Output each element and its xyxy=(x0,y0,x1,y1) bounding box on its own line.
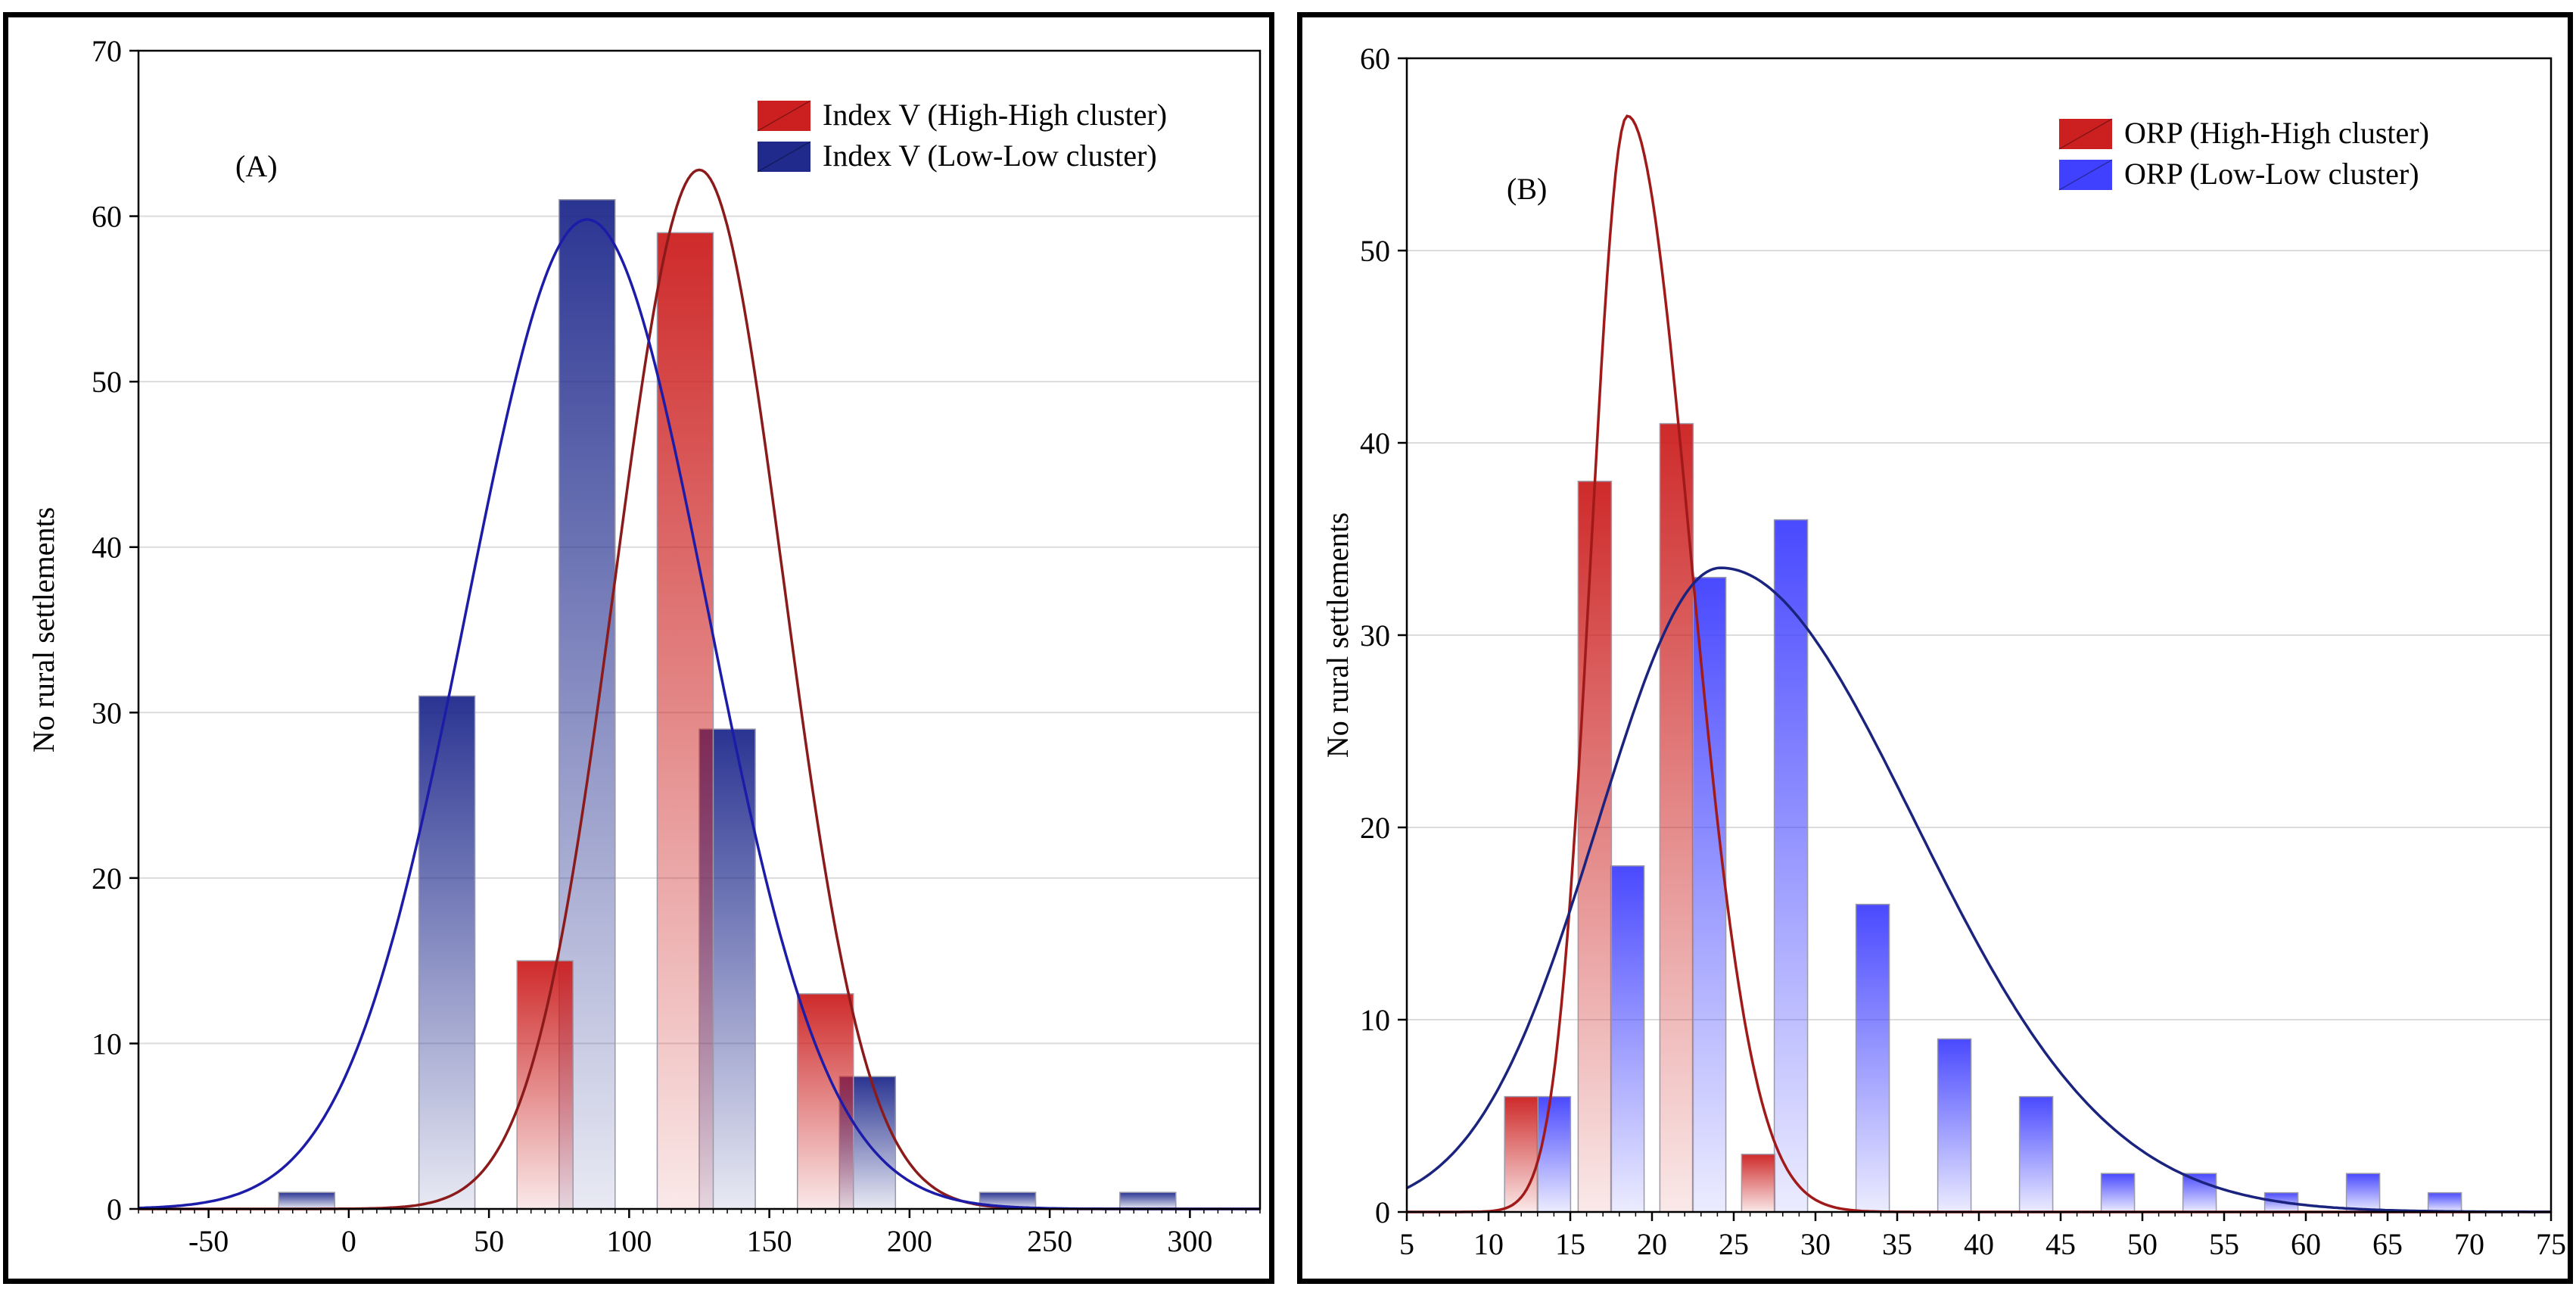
x-tick-label: 70 xyxy=(2454,1227,2484,1261)
y-axis-title: No rural settlements xyxy=(1321,512,1355,758)
x-tick-label: 200 xyxy=(887,1224,932,1258)
x-tick-label: 100 xyxy=(606,1224,652,1258)
legend-swatch xyxy=(758,142,810,172)
legend-label: ORP (High-High cluster) xyxy=(2124,116,2429,150)
bar-high-high xyxy=(1504,1095,1538,1213)
bar-low-low xyxy=(2182,1173,2217,1213)
bar-low-low xyxy=(1773,519,1809,1213)
y-tick-label: 60 xyxy=(92,200,122,234)
bar-low-low xyxy=(558,198,616,1210)
chart-panel-a: 0 10 20 30 40 50 60 70 -50 0 50 100 150 200 250 300 No r… xyxy=(3,12,1274,1284)
bar-low-low xyxy=(1119,1192,1177,1210)
x-tick-label: 300 xyxy=(1167,1224,1212,1258)
y-tick-label: 60 xyxy=(1360,42,1390,76)
legend-label: Index V (High-High cluster) xyxy=(823,98,1167,132)
x-tick-label: 50 xyxy=(474,1224,504,1258)
y-tick-label: 10 xyxy=(1360,1003,1390,1037)
bar-low-low xyxy=(2018,1095,2054,1213)
x-tick-label: 0 xyxy=(341,1224,356,1258)
chart-panel-b: 0 10 20 30 40 50 60 5 10 15 20 25 30 35 40 45 50 55 60 65 70… xyxy=(1297,12,2573,1284)
x-tick-label: 150 xyxy=(747,1224,792,1258)
chart-b-svg: 0 10 20 30 40 50 60 5 10 15 20 25 30 35 40 45 50 55 60 65 70… xyxy=(1321,42,2566,1261)
bar-low-low xyxy=(1855,903,1890,1213)
x-tick-label: 75 xyxy=(2536,1227,2566,1261)
chart-a-svg: 0 10 20 30 40 50 60 70 -50 0 50 100 150 200 250 300 No r… xyxy=(26,34,1262,1258)
legend-swatch-slash xyxy=(757,141,811,173)
y-tick-label: 30 xyxy=(1360,618,1390,653)
x-tick-label: 60 xyxy=(2291,1227,2321,1261)
bar-high-high xyxy=(656,232,714,1210)
x-tick-label: 40 xyxy=(1964,1227,1994,1261)
y-tick-label: 10 xyxy=(92,1027,122,1061)
bar-high-high xyxy=(1577,481,1613,1213)
fit-curve-low-low xyxy=(1406,566,2551,1213)
legend-label: ORP (Low-Low cluster) xyxy=(2124,157,2419,191)
panel-label: (B) xyxy=(1507,172,1547,206)
legend-swatch xyxy=(2059,119,2112,149)
x-tick-label: 45 xyxy=(2046,1227,2076,1261)
bar-high-high xyxy=(1659,422,1694,1213)
bar-high-high xyxy=(1741,1154,1776,1213)
x-tick-label: 30 xyxy=(1800,1227,1831,1261)
y-tick-label: 50 xyxy=(1360,234,1390,268)
bar-low-low xyxy=(1610,865,1645,1213)
y-tick-label: 70 xyxy=(92,34,122,68)
x-tick-label: 35 xyxy=(1882,1227,1912,1261)
bar-low-low xyxy=(2100,1173,2136,1213)
x-tick-label: 15 xyxy=(1555,1227,1585,1261)
y-tick-label: 0 xyxy=(1375,1195,1390,1229)
bar-low-low xyxy=(1536,1095,1572,1213)
bar-low-low xyxy=(1937,1038,1972,1213)
bar-low-low xyxy=(1691,577,1727,1213)
x-tick-label: 50 xyxy=(2127,1227,2158,1261)
y-tick-label: 50 xyxy=(92,365,122,399)
y-tick-label: 0 xyxy=(107,1192,122,1226)
x-tick-label: 25 xyxy=(1719,1227,1749,1261)
x-tick-label: 5 xyxy=(1399,1227,1414,1261)
x-tick-label: 20 xyxy=(1637,1227,1667,1261)
legend-swatch xyxy=(2059,160,2112,190)
bar-low-low xyxy=(278,1192,336,1210)
y-tick-label: 40 xyxy=(92,531,122,565)
y-tick-label: 40 xyxy=(1360,426,1390,460)
y-tick-label: 20 xyxy=(92,861,122,896)
legend-swatch-slash xyxy=(2058,118,2113,150)
x-tick-label: 65 xyxy=(2372,1227,2403,1261)
x-tick-label: 250 xyxy=(1027,1224,1072,1258)
bar-low-low xyxy=(418,695,476,1210)
legend-swatch-slash xyxy=(757,100,811,132)
y-tick-label: 20 xyxy=(1360,811,1390,845)
legend-swatch xyxy=(758,101,810,131)
bar-low-low xyxy=(2345,1173,2381,1213)
y-tick-label: 30 xyxy=(92,696,122,730)
legend-label: Index V (Low-Low cluster) xyxy=(823,139,1157,173)
x-tick-label: -50 xyxy=(188,1224,229,1258)
y-axis-title: No rural settlements xyxy=(26,507,61,752)
panel-label: (A) xyxy=(235,149,278,183)
x-tick-label: 10 xyxy=(1473,1227,1504,1261)
bar-low-low xyxy=(2427,1192,2462,1213)
bar-high-high xyxy=(796,993,854,1210)
x-tick-label: 55 xyxy=(2209,1227,2239,1261)
legend-swatch-slash xyxy=(2058,159,2113,191)
